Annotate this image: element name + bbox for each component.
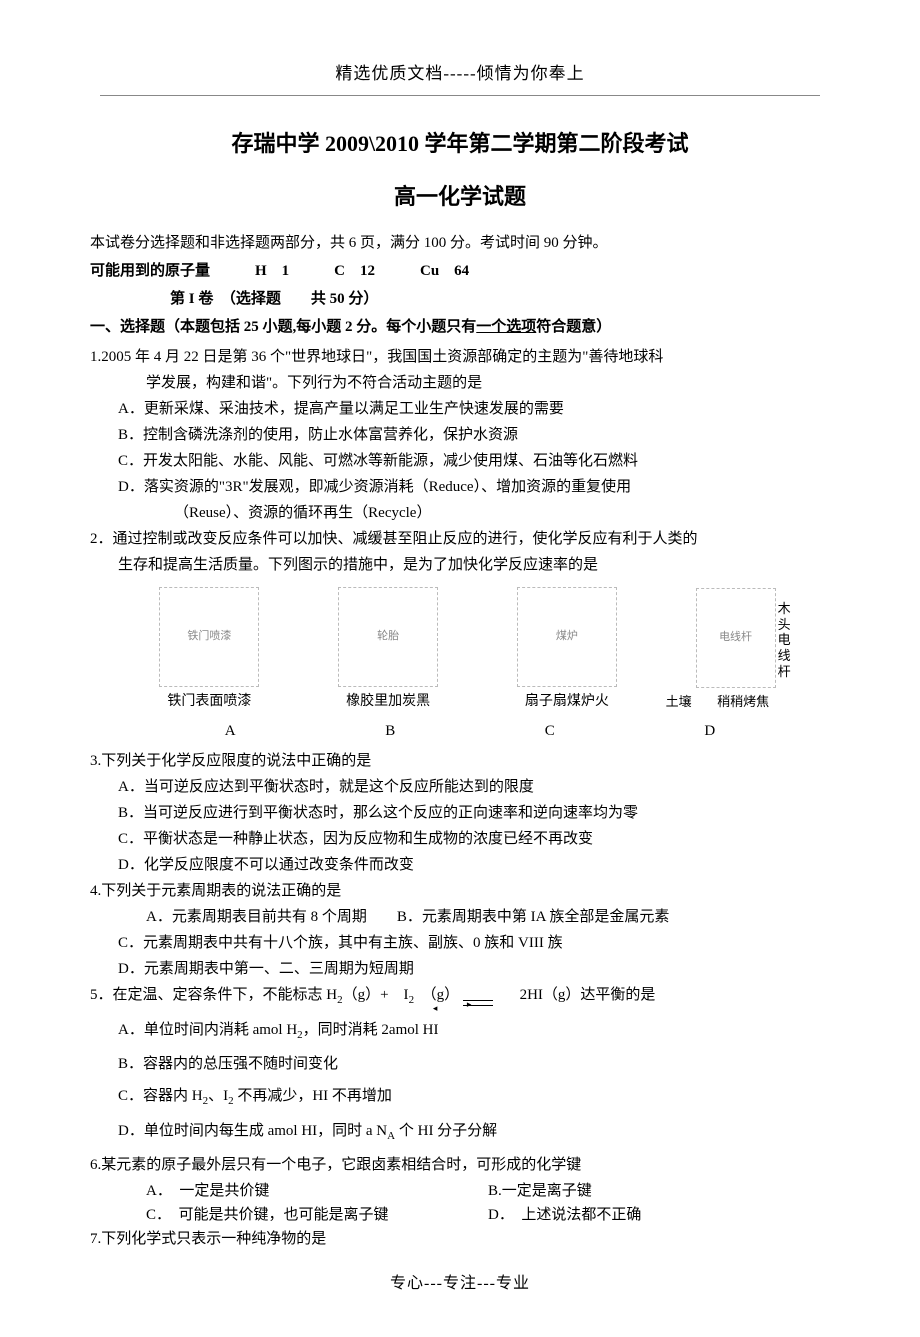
header-text: 精选优质文档-----倾情为你奉上 (90, 60, 830, 87)
q5-stem-mid1: （g）+ I (343, 987, 409, 1003)
q1-stem: 1.2005 年 4 月 22 日是第 36 个"世界地球日"，我国国土资源部确… (90, 345, 830, 369)
q2-d-side-3: 线 (778, 648, 791, 664)
q1-option-a: A．更新采煤、采油技术，提高产量以满足工业生产快速发展的需要 (90, 397, 830, 421)
q6-row2: C． 可能是共价键，也可能是离子键 D． 上述说法都不正确 (90, 1203, 830, 1227)
header-underline (100, 95, 820, 96)
q5-c-prefix: C．容器内 H (118, 1088, 203, 1104)
q2-d-bottom-label: 土壤稍稍烤焦 (696, 692, 791, 713)
atomic-weights: 可能用到的原子量 H 1 C 12 Cu 64 (90, 259, 830, 283)
part-1-header: 一、选择题（本题包括 25 小题,每小题 2 分。每个小题只有一个选项符合题意） (90, 315, 830, 339)
q6-row1: A． 一定是共价键 B.一定是离子键 (90, 1179, 830, 1203)
q2-letter-d: D (704, 719, 715, 743)
intro-text: 本试卷分选择题和非选择题两部分，共 6 页，满分 100 分。考试时间 90 分… (90, 231, 830, 255)
section-1-label: 第 I 卷 （选择题 共 50 分） (170, 287, 830, 311)
q2-d-side-labels: 木 头 电 线 杆 (778, 601, 791, 679)
q1-stem-cont: 学发展，构建和谐"。下列行为不符合活动主题的是 (90, 371, 830, 395)
q4-option-a: A．元素周期表目前共有 8 个周期 (146, 909, 367, 925)
q6-stem: 6.某元素的原子最外层只有一个电子，它跟卤素相结合时，可形成的化学键 (90, 1153, 830, 1177)
q2-image-row: 铁门喷漆 铁门表面喷漆 轮胎 橡胶里加炭黑 煤炉 扇子扇煤炉火 电线杆 木 头 … (120, 587, 830, 713)
q5-a-prefix: A．单位时间内消耗 amol H (118, 1022, 297, 1038)
q5-a-suffix: ，同时消耗 2amol HI (303, 1022, 439, 1038)
q2-caption-a: 铁门表面喷漆 (159, 691, 259, 713)
q5-stem-suffix: 2HI（g）达平衡的是 (505, 987, 656, 1003)
q2-d-side-1: 头 (778, 617, 791, 633)
q3-option-a: A．当可逆反应达到平衡状态时，就是这个反应所能达到的限度 (90, 775, 830, 799)
q2-d-side-4: 杆 (778, 664, 791, 680)
q5-option-b: B．容器内的总压强不随时间变化 (90, 1052, 830, 1076)
part-1-suffix: 符合题意） (536, 319, 611, 335)
q6-option-c: C． 可能是共价键，也可能是离子键 (146, 1203, 488, 1227)
q2-image-c: 煤炉 扇子扇煤炉火 (517, 587, 617, 713)
q5-stem: 5．在定温、定容条件下，不能标志 H2（g）+ I2 （g） ▸◂ 2HI（g）… (90, 983, 830, 1010)
q5-option-a: A．单位时间内消耗 amol H2，同时消耗 2amol HI (90, 1018, 830, 1045)
q2-d-side-2: 电 (778, 632, 791, 648)
q4-stem: 4.下列关于元素周期表的说法正确的是 (90, 879, 830, 903)
q3-option-d: D．化学反应限度不可以通过改变条件而改变 (90, 853, 830, 877)
part-1-prefix: 一、选择题（本题包括 25 小题,每小题 2 分。每个小题只有 (90, 319, 476, 335)
q2-letter-b: B (385, 719, 395, 743)
q3-stem: 3.下列关于化学反应限度的说法中正确的是 (90, 749, 830, 773)
q1-option-b: B．控制含磷洗涤剂的使用，防止水体富营养化，保护水资源 (90, 423, 830, 447)
q1-option-d-cont: （Reuse）、资源的循环再生（Recycle） (90, 501, 830, 525)
q2-image-b: 轮胎 橡胶里加炭黑 (338, 587, 438, 713)
q2-img-b-placeholder: 轮胎 (338, 587, 438, 687)
q2-caption-c: 扇子扇煤炉火 (517, 691, 617, 713)
q2-img-a-placeholder: 铁门喷漆 (159, 587, 259, 687)
q4-option-c: C．元素周期表中共有十八个族，其中有主族、副族、0 族和 VIII 族 (90, 931, 830, 955)
q7-stem: 7.下列化学式只表示一种纯净物的是 (90, 1227, 830, 1251)
q1-option-d: D．落实资源的"3R"发展观，即减少资源消耗（Reduce）、增加资源的重复使用 (90, 475, 830, 499)
q5-option-d: D．单位时间内每生成 amol HI，同时 a NA 个 HI 分子分解 (90, 1119, 830, 1146)
q2-image-d: 电线杆 木 头 电 线 杆 土壤稍稍烤焦 (696, 588, 791, 713)
q1-option-c: C．开发太阳能、水能、风能、可燃冰等新能源，减少使用煤、石油等化石燃料 (90, 449, 830, 473)
q5-d-sub: A (387, 1130, 395, 1142)
q5-d-suffix: 个 HI 分子分解 (395, 1123, 497, 1139)
q2-letter-c: C (545, 719, 555, 743)
q6-option-a: A． 一定是共价键 (146, 1179, 488, 1203)
part-1-underlined: 一个选项 (476, 319, 536, 335)
q2-img-c-placeholder: 煤炉 (517, 587, 617, 687)
q5-stem-mid2: （g） (414, 987, 459, 1003)
exam-title-2: 高一化学试题 (90, 179, 830, 214)
q2-caption-b: 橡胶里加炭黑 (338, 691, 438, 713)
q4-options-ab: A．元素周期表目前共有 8 个周期 B．元素周期表中第 IA 族全部是金属元素 (90, 905, 830, 929)
exam-title-1: 存瑞中学 2009\2010 学年第二学期第二阶段考试 (90, 126, 830, 161)
q2-image-a: 铁门喷漆 铁门表面喷漆 (159, 587, 259, 713)
q5-c-mid: 、I (208, 1088, 228, 1104)
q2-img-d-placeholder: 电线杆 (696, 588, 776, 688)
q2-stem: 2．通过控制或改变反应条件可以加快、减缓甚至阻止反应的进行，使化学反应有利于人类… (90, 527, 830, 551)
q4-option-d: D．元素周期表中第一、二、三周期为短周期 (90, 957, 830, 981)
q3-option-c: C．平衡状态是一种静止状态，因为反应物和生成物的浓度已经不再改变 (90, 827, 830, 851)
q2-abcd-row: A B C D (150, 719, 790, 743)
footer-text: 专心---专注---专业 (90, 1271, 830, 1297)
q5-option-c: C．容器内 H2、I2 不再减少，HI 不再增加 (90, 1084, 830, 1111)
q4-option-b: B．元素周期表中第 IA 族全部是金属元素 (397, 909, 670, 925)
q5-d-prefix: D．单位时间内每生成 amol HI，同时 a N (118, 1123, 387, 1139)
q2-stem-cont: 生存和提高生活质量。下列图示的措施中，是为了加快化学反应速率的是 (90, 553, 830, 577)
q2-d-side-0: 木 (778, 601, 791, 617)
q6-option-d: D． 上述说法都不正确 (488, 1203, 830, 1227)
q5-stem-prefix: 5．在定温、定容条件下，不能标志 H (90, 987, 337, 1003)
q2-letter-a: A (225, 719, 236, 743)
q5-c-suffix: 不再减少，HI 不再增加 (234, 1088, 392, 1104)
q6-option-b: B.一定是离子键 (488, 1179, 830, 1203)
q3-option-b: B．当可逆反应进行到平衡状态时，那么这个反应的正向速率和逆向速率均为零 (90, 801, 830, 825)
